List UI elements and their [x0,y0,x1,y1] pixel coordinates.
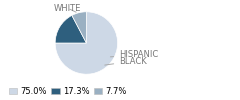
Wedge shape [72,12,86,43]
Wedge shape [55,12,118,74]
Wedge shape [55,15,86,43]
Text: WHITE: WHITE [54,4,81,13]
Legend: 75.0%, 17.3%, 7.7%: 75.0%, 17.3%, 7.7% [9,87,127,96]
Text: HISPANIC: HISPANIC [110,50,158,59]
Text: BLACK: BLACK [105,57,147,66]
